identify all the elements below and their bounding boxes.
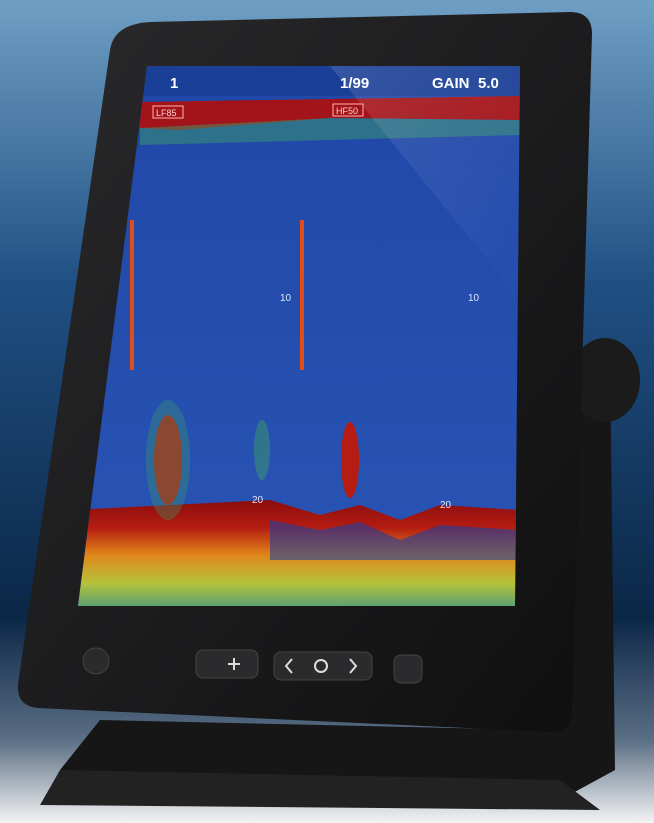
menu-plus-buttons[interactable] bbox=[195, 649, 259, 679]
seabed-shadow bbox=[270, 520, 520, 560]
fish-school bbox=[341, 422, 359, 498]
bracket-base bbox=[40, 770, 600, 810]
gain-value: 5.0 bbox=[478, 75, 499, 92]
frequency-label: HF50 bbox=[336, 106, 358, 116]
grid-button[interactable] bbox=[393, 654, 423, 684]
nav-buttons[interactable] bbox=[273, 651, 373, 681]
knob bbox=[570, 338, 640, 422]
power-button[interactable] bbox=[82, 647, 110, 675]
depth-label: 10 bbox=[280, 293, 292, 304]
fish-school bbox=[154, 415, 182, 505]
button-icons bbox=[228, 658, 358, 674]
channel: 1 bbox=[170, 75, 178, 92]
page-indicator: 1/99 bbox=[340, 75, 369, 92]
fish-school-halo bbox=[146, 400, 190, 520]
depth-label: 10 bbox=[468, 293, 480, 304]
color-bar bbox=[300, 220, 304, 370]
fish-school bbox=[254, 420, 270, 480]
color-bar bbox=[130, 220, 134, 370]
depth-label: 20 bbox=[440, 500, 452, 511]
ok-icon bbox=[314, 659, 328, 673]
frequency-label: LF85 bbox=[156, 108, 177, 118]
gain-label: GAIN bbox=[432, 75, 470, 92]
glare bbox=[330, 66, 520, 300]
depth-label: 20 bbox=[252, 495, 264, 506]
sonar-screen: 1 1/99 GAIN 5.0 LF85 HF50 10 20 10 20 bbox=[78, 66, 520, 606]
lf-box bbox=[152, 105, 184, 119]
hf-box bbox=[332, 103, 364, 117]
